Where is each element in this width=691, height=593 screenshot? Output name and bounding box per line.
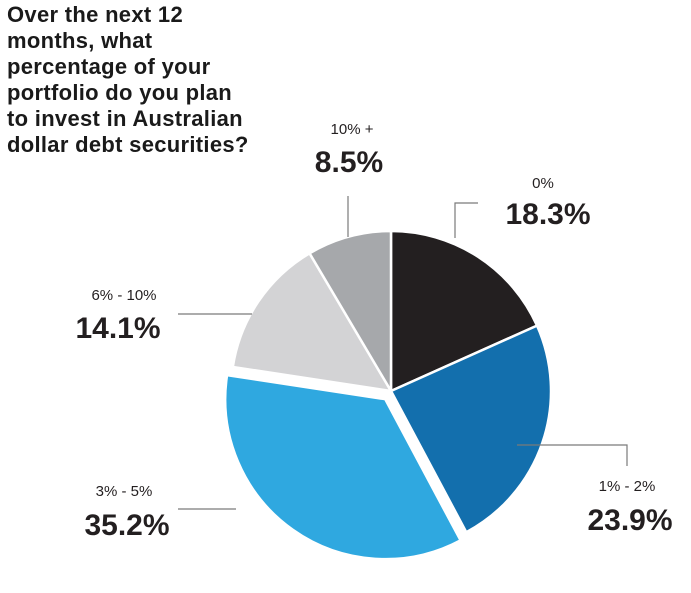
slice-value-label-1: 18.3% [505, 198, 590, 231]
slice-category-label-4: 6% - 10% [91, 287, 156, 304]
slice-category-label-5: 10% + [331, 121, 374, 138]
slice-value-label-5: 8.5% [315, 146, 383, 179]
pie-slices [224, 229, 553, 561]
slice-category-label-2: 1% - 2% [599, 478, 656, 495]
slice-value-label-2: 23.9% [587, 504, 672, 537]
slice-category-label-1: 0% [532, 175, 554, 192]
slice-value-label-3: 35.2% [84, 509, 169, 542]
chart-title: Over the next 12 months, what percentage… [7, 2, 249, 157]
pie-slice-4 [231, 252, 393, 393]
pie-slice-3 [224, 373, 462, 561]
pie-labels: 0% 18.3% 1% - 2% 23.9% 3% - 5% 35.2% 6% - 10% 1… [75, 121, 672, 542]
pie-slice-1 [389, 229, 539, 393]
leader-line-1 [454, 202, 478, 238]
slice-category-label-3: 3% - 5% [96, 483, 153, 500]
leader-line-2 [517, 444, 628, 466]
pie-slice-5 [308, 229, 393, 393]
pie-slice-2 [389, 324, 553, 534]
slice-value-label-4: 14.1% [75, 312, 160, 345]
